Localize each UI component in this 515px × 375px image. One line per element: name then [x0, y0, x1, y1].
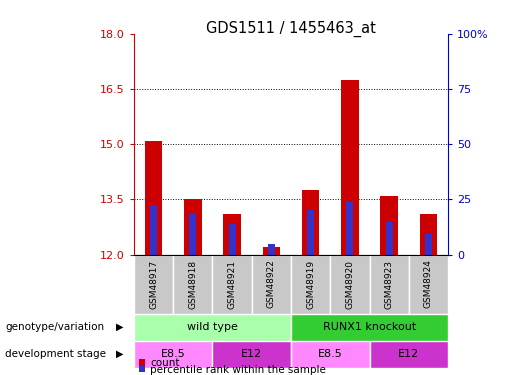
Bar	[369, 340, 448, 368]
Text: genotype/variation: genotype/variation	[5, 322, 104, 332]
Bar	[302, 190, 319, 255]
Bar	[330, 255, 369, 314]
Bar	[229, 224, 235, 255]
Text: percentile rank within the sample: percentile rank within the sample	[150, 365, 327, 375]
Text: GSM48921: GSM48921	[228, 260, 236, 309]
Text: E12: E12	[241, 349, 262, 359]
Text: RUNX1 knockout: RUNX1 knockout	[323, 322, 416, 332]
Text: E12: E12	[398, 349, 419, 359]
Bar	[291, 314, 448, 340]
Text: wild type: wild type	[187, 322, 238, 332]
Bar	[252, 255, 291, 314]
Text: GSM48923: GSM48923	[385, 260, 393, 309]
Text: GSM48917: GSM48917	[149, 260, 158, 309]
Bar	[184, 200, 202, 255]
Text: GSM48919: GSM48919	[306, 260, 315, 309]
Bar	[134, 314, 291, 340]
Bar	[150, 205, 157, 255]
Bar	[134, 340, 212, 368]
Bar	[409, 255, 448, 314]
Text: ▶: ▶	[116, 322, 124, 332]
Text: GDS1511 / 1455463_at: GDS1511 / 1455463_at	[206, 21, 376, 37]
Bar	[268, 244, 275, 255]
Text: GSM48922: GSM48922	[267, 260, 276, 309]
Bar	[212, 340, 291, 368]
Bar	[420, 214, 437, 255]
Bar	[212, 255, 252, 314]
Text: development stage: development stage	[5, 349, 106, 359]
Text: E8.5: E8.5	[318, 349, 342, 359]
Bar	[307, 210, 314, 255]
Text: GSM48918: GSM48918	[188, 260, 197, 309]
Bar	[145, 141, 162, 255]
Bar	[223, 214, 241, 255]
Bar	[341, 80, 359, 255]
Bar	[425, 234, 432, 255]
Bar	[190, 213, 196, 255]
Bar	[369, 255, 409, 314]
Bar	[386, 222, 392, 255]
Bar	[347, 202, 353, 255]
Bar	[263, 246, 280, 255]
Text: E8.5: E8.5	[161, 349, 185, 359]
Text: GSM48924: GSM48924	[424, 260, 433, 309]
Bar	[173, 255, 212, 314]
Bar	[291, 340, 370, 368]
Text: count: count	[150, 358, 180, 368]
Bar	[380, 196, 398, 255]
Text: ▶: ▶	[116, 349, 124, 359]
Bar	[134, 255, 173, 314]
Text: GSM48920: GSM48920	[346, 260, 354, 309]
Bar	[291, 255, 330, 314]
